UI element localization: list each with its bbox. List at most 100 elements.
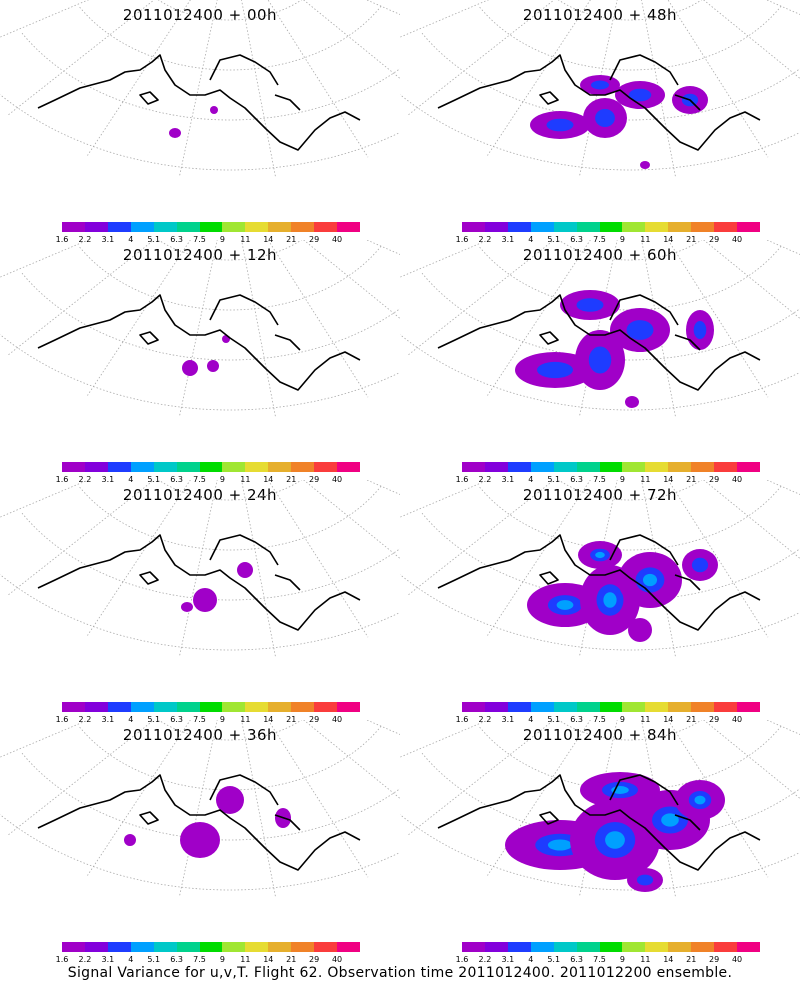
colorbar-label: 6.3 [170, 235, 183, 244]
colorbar-label: 29 [709, 475, 720, 484]
latitude-gridline [400, 813, 800, 891]
colorbar-labels: 1.6 2.2 3.1 4 5.1 6.3 7.5 9 11 14 21 29 40 [456, 955, 760, 967]
coastline [37, 534, 361, 631]
meridian-gridline [407, 480, 555, 596]
latitude-gridline [0, 333, 400, 411]
colorbar-label: 29 [709, 715, 720, 724]
colorbar-segment [337, 702, 360, 712]
colorbar-segment [553, 942, 577, 952]
colorbar-label: 1.6 [455, 475, 469, 484]
colorbar-segment [645, 942, 669, 952]
colorbar-label: 7.5 [593, 955, 606, 964]
colorbar-segment [107, 702, 131, 712]
latitude-gridline [557, 240, 703, 261]
latitude-gridline [557, 720, 703, 741]
colorbar-label: 14 [663, 715, 674, 724]
colorbar-segment [268, 222, 292, 232]
colorbar-segment [107, 942, 131, 952]
panel-title: 2011012400 + 12h [122, 246, 278, 264]
colorbar-segment [737, 942, 760, 952]
meridian-gridline [241, 0, 277, 178]
map-panel: 2011012400 + 36h 1.6 2.2 3.1 4 5.1 6.3 7.5 9 11 14… [0, 720, 400, 970]
latitude-gridline [0, 573, 400, 651]
variance-contour [182, 360, 198, 376]
colorbar-label: 40 [731, 715, 743, 724]
meridian-gridline [303, 240, 400, 319]
panel-title: 2011012400 + 36h [122, 726, 278, 744]
variance-contour [605, 831, 625, 849]
colorbar-segment [337, 462, 360, 472]
colorbar-segment [62, 702, 85, 712]
colorbar-label: 3.1 [101, 715, 115, 724]
colorbar-label: 9 [219, 475, 225, 484]
colorbar-segment [691, 942, 715, 952]
variance-contour [628, 618, 652, 642]
colorbar-label: 11 [640, 235, 651, 244]
colorbar-label: 4 [528, 235, 534, 244]
variance-contour [661, 813, 679, 827]
colorbar-label: 6.3 [170, 955, 183, 964]
colorbar-label: 29 [309, 715, 320, 724]
latitude-gridline [78, 245, 382, 311]
variance-contour [626, 320, 654, 340]
colorbar-segment [245, 462, 269, 472]
polar-map [400, 720, 800, 898]
polar-map [0, 240, 400, 418]
meridian-gridline [703, 480, 800, 559]
colorbar-segment [268, 462, 292, 472]
colorbar-label: 14 [263, 955, 274, 964]
colorbar-label: 5.1 [147, 715, 161, 724]
variance-contour [210, 106, 218, 114]
colorbar [62, 462, 360, 472]
colorbar-label: 29 [309, 955, 320, 964]
colorbar-label: 6.3 [570, 235, 583, 244]
variance-contour [180, 822, 220, 858]
colorbar-segment [314, 702, 338, 712]
polar-map [0, 480, 400, 658]
map-panel: 2011012400 + 60h 1.6 2.2 3.1 4 5.1 6.3 7.5 9 11 14… [400, 240, 800, 490]
meridian-gridline [578, 0, 618, 178]
colorbar-segment [176, 942, 200, 952]
latitude-gridline [78, 5, 382, 71]
colorbar-segment [245, 222, 269, 232]
meridian-gridline [303, 480, 400, 559]
colorbar-labels: 1.6 2.2 3.1 4 5.1 6.3 7.5 9 11 14 21 29 40 [456, 235, 760, 247]
colorbar-segment [645, 222, 669, 232]
colorbar-segment [553, 462, 577, 472]
colorbar-segment [291, 222, 315, 232]
variance-contour [547, 839, 573, 851]
colorbar-segment [130, 462, 154, 472]
colorbar-label: 21 [686, 235, 697, 244]
colorbar [62, 942, 360, 952]
colorbar-segment [462, 702, 485, 712]
colorbar-segment [737, 222, 760, 232]
colorbar-segment [599, 222, 623, 232]
colorbar-segment [337, 942, 360, 952]
colorbar-segment [337, 222, 360, 232]
colorbar-segment [484, 702, 508, 712]
colorbar-label: 2.2 [478, 235, 492, 244]
variance-contour [625, 396, 639, 408]
colorbar-segment [484, 942, 508, 952]
meridian-gridline [241, 240, 277, 418]
meridian-gridline [487, 0, 591, 156]
colorbar-label: 14 [663, 475, 674, 484]
colorbar-segment [291, 942, 315, 952]
colorbar-label: 6.3 [570, 475, 583, 484]
colorbar-segment [222, 942, 246, 952]
meridian-gridline [641, 240, 677, 418]
colorbar-label: 14 [263, 475, 274, 484]
latitude-gridline [157, 720, 303, 741]
colorbar-label: 9 [619, 475, 625, 484]
coastline [37, 54, 361, 151]
colorbar-label: 3.1 [501, 235, 515, 244]
colorbar-label: 21 [686, 715, 697, 724]
colorbar-label: 6.3 [170, 475, 183, 484]
colorbar-label: 5.1 [547, 955, 561, 964]
colorbar-label: 9 [619, 715, 625, 724]
colorbar [462, 222, 760, 232]
colorbar-segment [462, 462, 485, 472]
colorbar-segment [507, 942, 531, 952]
colorbar-segment [668, 702, 692, 712]
coastline [437, 294, 761, 391]
